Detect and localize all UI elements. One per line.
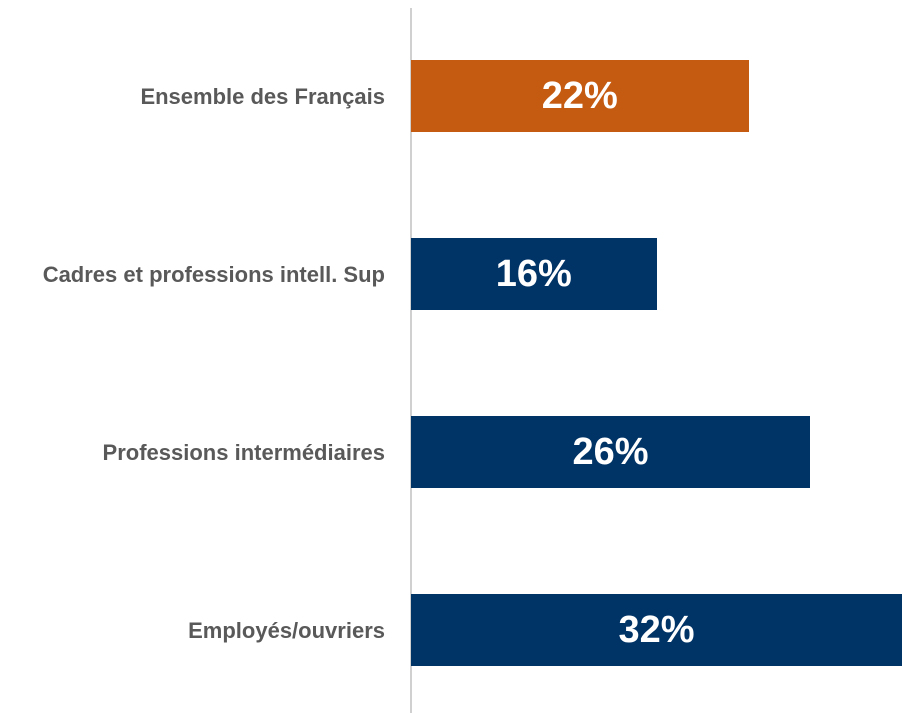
bar: 32% bbox=[411, 594, 902, 666]
category-label-box: Employés/ouvriers bbox=[0, 594, 385, 666]
category-label: Cadres et professions intell. Sup bbox=[42, 261, 385, 287]
axis-line bbox=[410, 8, 412, 713]
category-label-box: Cadres et professions intell. Sup bbox=[0, 238, 385, 310]
value-label: 16% bbox=[495, 252, 572, 295]
value-label: 26% bbox=[572, 430, 649, 473]
bar: 26% bbox=[411, 416, 810, 488]
bar: 22% bbox=[411, 60, 749, 132]
category-label-box: Ensemble des Français bbox=[0, 60, 385, 132]
bar: 16% bbox=[411, 238, 657, 310]
category-label: Professions intermédiaires bbox=[102, 439, 385, 465]
value-label: 22% bbox=[541, 74, 618, 117]
category-label: Employés/ouvriers bbox=[188, 617, 385, 643]
category-label: Ensemble des Français bbox=[140, 83, 385, 109]
category-label-box: Professions intermédiaires bbox=[0, 416, 385, 488]
value-label: 32% bbox=[618, 608, 695, 651]
